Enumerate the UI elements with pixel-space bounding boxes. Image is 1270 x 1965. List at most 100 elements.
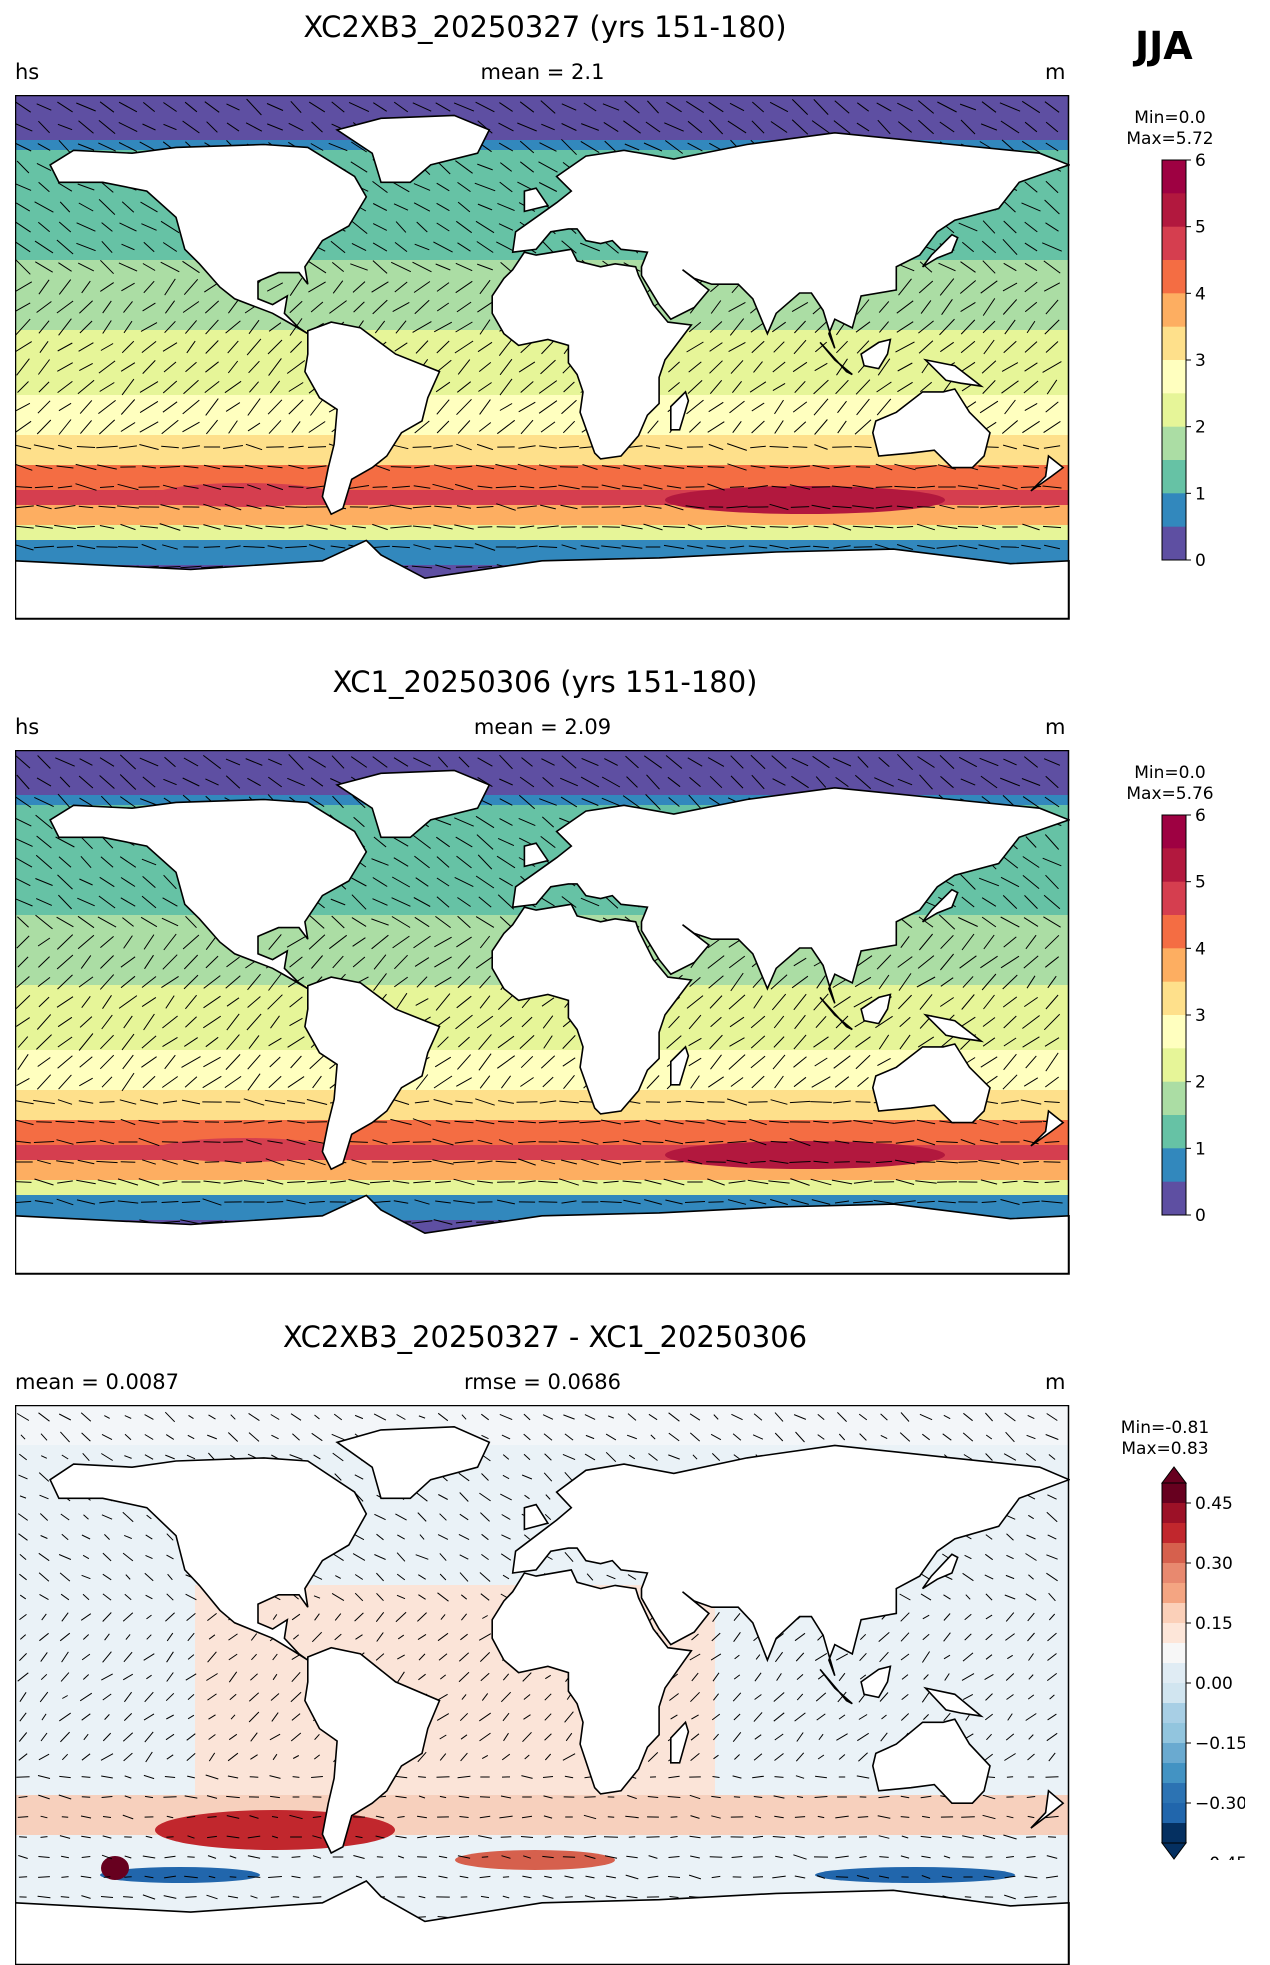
wave-arrow: [1046, 1777, 1059, 1778]
wave-arrow: [646, 1837, 659, 1838]
colorbar-extend-top: [1162, 1467, 1186, 1483]
wave-arrow: [629, 1837, 635, 1838]
wave-arrow: [1044, 1162, 1061, 1163]
wave-arrow: [1001, 547, 1019, 548]
colorbar-segment: [1162, 393, 1186, 427]
colorbar-segment: [1162, 327, 1186, 361]
wave-arrow: [584, 1797, 595, 1798]
panel-1-map: [15, 95, 1070, 623]
colorbar-tick-label: −0.30: [1195, 1794, 1245, 1814]
wave-arrow: [1007, 1777, 1013, 1778]
panel-3-max-label: Max=0.83: [1105, 1439, 1225, 1460]
panel-1-colorbar-minmax: Min=0.0 Max=5.72: [1110, 108, 1230, 150]
wave-arrow: [19, 1877, 27, 1878]
wave-arrow: [917, 1162, 936, 1163]
season-label: JJA: [1135, 24, 1193, 68]
colorbar-segment: [1162, 1623, 1186, 1644]
wave-arrow: [162, 1142, 178, 1143]
wave-arrow: [82, 1797, 90, 1798]
wave-arrow: [854, 547, 872, 548]
panel-2-title: XC1_20250306 (yrs 151-180): [15, 665, 1075, 699]
colorbar-segment: [1162, 527, 1186, 561]
wave-arrow: [962, 1857, 974, 1858]
colorbar-segment: [1162, 1723, 1186, 1744]
panel-2-unit-label: m: [1045, 715, 1065, 739]
colorbar-segment: [1162, 1783, 1186, 1804]
colorbar-tick-label: 4: [1195, 939, 1206, 959]
colorbar-segment: [1162, 948, 1186, 982]
colorbar-segment: [1162, 1603, 1186, 1624]
field-high-region: [155, 483, 335, 507]
colorbar-tick-label: 3: [1195, 1006, 1206, 1026]
wave-arrow: [503, 1877, 509, 1878]
wave-arrow: [226, 1102, 240, 1103]
colorbar-segment: [1162, 1048, 1186, 1082]
colorbar-segment: [1162, 1015, 1186, 1049]
colorbar-tick-label: 0: [1195, 1206, 1206, 1225]
colorbar-tick-label: −0.45: [1195, 1854, 1245, 1860]
panel-3-map: [15, 1405, 1070, 1965]
colorbar-segment: [1162, 815, 1186, 849]
field-max-region: [155, 1810, 395, 1850]
panel-3-colorbar-minmax: Min=-0.81 Max=0.83: [1105, 1418, 1225, 1460]
wave-arrow: [686, 487, 705, 488]
panel-2-mean-label: mean = 2.09: [0, 715, 1085, 739]
wave-arrow: [602, 527, 620, 528]
colorbar-segment: [1162, 1563, 1186, 1584]
colorbar-tick-label: 6: [1195, 806, 1206, 826]
colorbar-tick-label: 0.45: [1195, 1494, 1233, 1514]
wave-arrow: [753, 1857, 763, 1858]
wave-arrow: [753, 1877, 763, 1878]
colorbar-tick-label: 2: [1195, 1073, 1206, 1093]
panel-3-title: XC2XB3_20250327 - XC1_20250306: [15, 1320, 1075, 1354]
panel-2-max-label: Max=5.76: [1110, 784, 1230, 805]
colorbar-segment: [1162, 1683, 1186, 1704]
colorbar-segment: [1162, 193, 1186, 227]
panel-1-unit-label: m: [1045, 60, 1065, 84]
colorbar-segment: [1162, 915, 1186, 949]
wave-arrow: [1021, 507, 1042, 508]
wave-arrow: [602, 507, 621, 508]
colorbar-segment: [1162, 260, 1186, 294]
wave-arrow: [1026, 1837, 1036, 1838]
panel-2-min-label: Min=0.0: [1110, 763, 1230, 784]
wave-arrow: [707, 1102, 724, 1103]
colorbar-tick-label: 2: [1195, 418, 1206, 438]
colorbar-segments: [1162, 815, 1186, 1216]
colorbar-segment: [1162, 1523, 1186, 1544]
colorbar-segment: [1162, 427, 1186, 461]
colorbar-tick-label: 5: [1195, 218, 1206, 238]
wave-arrow: [121, 1162, 136, 1163]
colorbar-segment: [1162, 982, 1186, 1016]
colorbar-segment: [1162, 160, 1186, 194]
panel-1-min-label: Min=0.0: [1110, 108, 1230, 129]
colorbar-segment: [1162, 360, 1186, 394]
colorbar-segment: [1162, 1182, 1186, 1216]
panel-2-colorbar-minmax: Min=0.0 Max=5.76: [1110, 763, 1230, 805]
colorbar-segments: [1162, 1483, 1186, 1844]
colorbar-segments: [1162, 160, 1186, 561]
colorbar-segment: [1162, 1483, 1186, 1504]
wave-arrow: [476, 1222, 494, 1223]
wave-arrow: [163, 1797, 176, 1798]
wave-arrow: [204, 1142, 221, 1143]
wave-arrow: [266, 447, 284, 448]
panel-3-rmse-label: rmse = 0.0686: [0, 1370, 1085, 1394]
colorbar-tick-label: −0.15: [1195, 1734, 1245, 1754]
colorbar-segment: [1162, 848, 1186, 882]
panel-1-title: XC2XB3_20250327 (yrs 151-180): [15, 10, 1075, 44]
colorbar-segment: [1162, 460, 1186, 494]
panel-3-min-label: Min=-0.81: [1105, 1418, 1225, 1439]
field-max-region: [665, 1141, 945, 1169]
field-peak: [101, 1856, 129, 1880]
colorbar-segment: [1162, 1543, 1186, 1564]
colorbar-segment: [1162, 1743, 1186, 1764]
wave-arrow: [710, 1857, 723, 1858]
field-pos-region-2: [455, 1850, 615, 1870]
field-band: [15, 1180, 1069, 1195]
panel-3-unit-label: m: [1045, 1370, 1065, 1394]
colorbar-segment: [1162, 1823, 1186, 1844]
wave-arrow: [480, 1797, 490, 1798]
